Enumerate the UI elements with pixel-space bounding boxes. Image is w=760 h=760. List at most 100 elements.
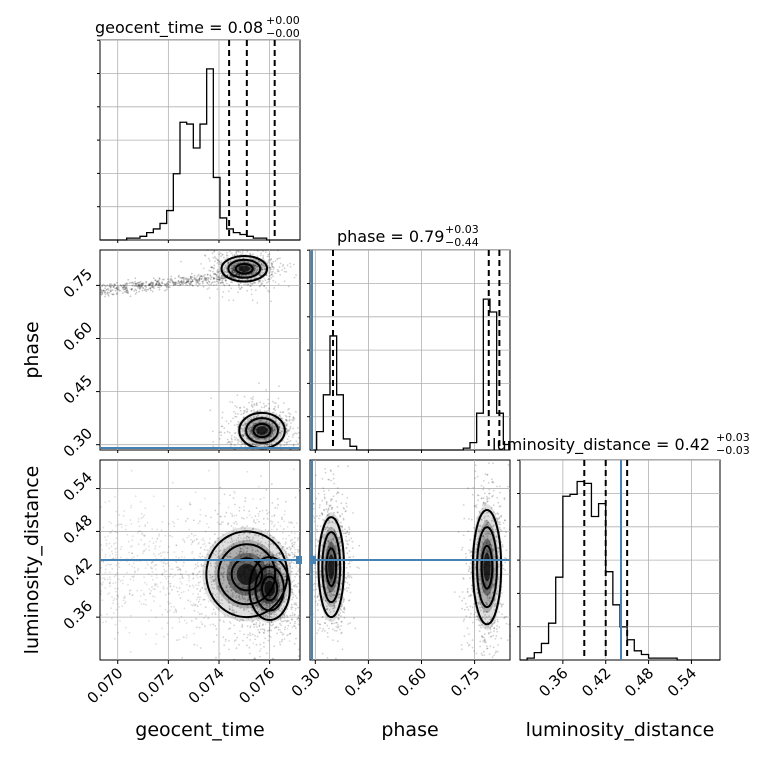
sample-point (293, 468, 295, 471)
sample-point (256, 266, 258, 268)
sample-point (118, 606, 120, 608)
sample-point (263, 277, 265, 280)
sample-point (226, 438, 229, 441)
sample-point (167, 601, 170, 603)
sample-point (104, 285, 107, 288)
sample-point (135, 285, 138, 287)
sample-point (196, 275, 199, 278)
sample-point (191, 540, 194, 542)
sample-point (235, 272, 238, 275)
sample-point (333, 629, 336, 632)
sample-point (207, 469, 210, 472)
sample-point (220, 255, 222, 258)
sample-point (258, 631, 261, 634)
sample-point (158, 533, 161, 536)
sample-point (234, 438, 236, 441)
sample-point (136, 555, 139, 557)
sample-point (298, 549, 301, 552)
sample-point (288, 429, 291, 431)
sample-point (177, 280, 180, 282)
sample-point (231, 269, 234, 271)
sample-point (262, 266, 264, 268)
sample-point (249, 634, 252, 637)
sample-point (318, 599, 320, 602)
title-phase-sub: −0.44 (445, 236, 479, 249)
sample-point (263, 445, 266, 448)
sample-point (190, 603, 193, 606)
sample-point (233, 265, 236, 268)
sample-point (220, 425, 223, 428)
sample-point (249, 429, 252, 432)
sample-point (207, 257, 210, 260)
sample-point (201, 555, 204, 558)
sample-point (178, 617, 181, 620)
sample-point (271, 432, 274, 435)
sample-point (237, 273, 240, 276)
sample-point (139, 501, 142, 503)
sample-point (273, 407, 275, 410)
sample-point (219, 279, 222, 281)
sample-point (294, 576, 296, 578)
sample-point (138, 288, 141, 290)
sample-point (265, 438, 268, 441)
sample-point (241, 251, 244, 253)
sample-point (339, 628, 341, 631)
sample-point (240, 413, 243, 416)
sample-point (253, 415, 255, 418)
sample-point (146, 561, 148, 564)
sample-point (112, 286, 115, 288)
sample-point (225, 420, 228, 423)
sample-point (271, 424, 274, 427)
sample-point (163, 283, 166, 285)
sample-point (231, 266, 234, 269)
sample-point (249, 432, 252, 435)
sample-point (295, 637, 297, 640)
sample-point (316, 604, 319, 607)
sample-point (216, 288, 219, 290)
sample-point (144, 567, 147, 569)
sample-point (229, 621, 231, 623)
sample-point (169, 609, 172, 612)
sample-point (293, 526, 296, 529)
sample-point (283, 617, 286, 619)
sample-point (467, 608, 470, 611)
sample-point (257, 410, 260, 412)
sample-point (193, 539, 196, 542)
sample-point (285, 443, 288, 446)
sample-point (284, 421, 286, 424)
sample-point (256, 635, 259, 638)
sample-point (174, 277, 177, 280)
sample-point (201, 280, 204, 283)
histogram-geocent-time (100, 68, 300, 241)
sample-point (343, 611, 345, 614)
sample-point (151, 537, 154, 539)
sample-point (253, 422, 256, 425)
sample-point (131, 557, 133, 559)
sample-point (241, 428, 243, 430)
sample-point (102, 526, 105, 529)
sample-point (100, 289, 103, 291)
sample-point (168, 592, 171, 595)
sample-point (265, 420, 268, 423)
sample-point (166, 283, 168, 285)
sample-point (236, 439, 239, 441)
sample-point (151, 571, 154, 573)
sample-point (111, 529, 114, 532)
sample-point (148, 284, 151, 286)
sample-point (234, 415, 237, 418)
sample-point (182, 276, 184, 279)
sample-point (293, 537, 296, 539)
sample-point (252, 263, 255, 265)
sample-point (348, 531, 351, 534)
sample-point (284, 619, 287, 622)
sample-point (253, 277, 256, 280)
sample-point (279, 431, 282, 434)
sample-point (187, 280, 189, 283)
sample-point (113, 637, 116, 640)
sample-point (298, 591, 301, 594)
sample-point (496, 620, 499, 623)
sample-point (216, 273, 219, 276)
sample-point (194, 491, 197, 494)
sample-point (271, 265, 273, 268)
sample-point (146, 521, 149, 524)
